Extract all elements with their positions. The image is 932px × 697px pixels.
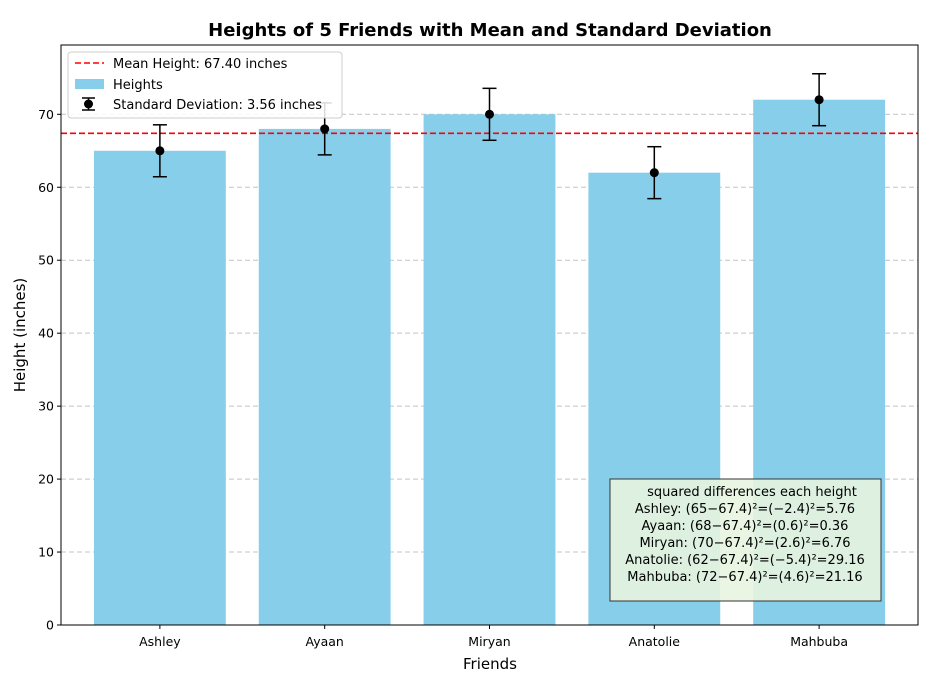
- y-axis-title: Height (inches): [11, 278, 29, 393]
- legend-std-label: Standard Deviation: 3.56 inches: [113, 98, 322, 113]
- mean-point: [155, 146, 165, 156]
- annotation-background: [609, 478, 882, 602]
- y-tick-label: 50: [38, 253, 54, 268]
- error-bar-mahbuba: [812, 72, 827, 127]
- bar-ashley: [93, 150, 226, 625]
- mean-point: [814, 95, 824, 105]
- bars: [93, 99, 886, 626]
- annotation-line: Anatolie: (62−67.4)²=(−5.4)²=29.16: [625, 553, 865, 568]
- mean-point: [485, 109, 494, 119]
- bar-ayaan: [258, 128, 391, 626]
- y-tick-label: 0: [46, 618, 54, 633]
- y-tick-label: 60: [38, 180, 54, 195]
- mean-point: [320, 124, 330, 134]
- y-tick-label: 20: [38, 472, 54, 487]
- y-tick-label: 40: [38, 326, 54, 341]
- chart-title: Heights of 5 Friends with Mean and Stand…: [208, 20, 772, 41]
- error-bars: [152, 72, 827, 200]
- annotation-line: Ashley: (65−67.4)²=(−2.4)²=5.76: [635, 502, 855, 517]
- y-tick-label: 10: [38, 545, 54, 560]
- annotation-line: Miryan: (70−67.4)²=(2.6)²=6.76: [639, 536, 850, 551]
- x-tick-label: Mahbuba: [790, 634, 848, 649]
- error-bar-miryan: [482, 87, 497, 142]
- legend-box: [67, 51, 343, 119]
- x-axis-title: Friends: [463, 655, 517, 673]
- error-bar-ashley: [152, 124, 167, 178]
- legend-heights-label: Heights: [113, 78, 163, 93]
- annotation-line: Ayaan: (68−67.4)²=(0.6)²=0.36: [642, 519, 849, 534]
- y-axis-ticks: 0 10 20 30 40 50 60 70: [38, 107, 61, 633]
- x-tick-label: Ayaan: [306, 634, 344, 649]
- annotation-line: Mahbuba: (72−67.4)²=(4.6)²=21.16: [627, 570, 862, 585]
- error-bar-anatolie: [647, 145, 662, 200]
- legend-heights-swatch: [75, 79, 104, 89]
- y-tick-label: 30: [38, 399, 54, 414]
- y-tick-label: 70: [38, 107, 54, 122]
- legend-mean-label: Mean Height: 67.40 inches: [113, 57, 288, 72]
- mean-point: [649, 168, 659, 178]
- legend-std-swatch: [82, 97, 95, 111]
- annotation-box: squared differences each height Ashley: …: [609, 478, 882, 602]
- x-axis-ticks: Ashley Ayaan Miryan Anatolie Mahbuba: [139, 625, 848, 649]
- x-tick-label: Miryan: [468, 634, 510, 649]
- legend: Mean Height: 67.40 inches Heights Standa…: [67, 51, 343, 119]
- annotation-line: squared differences each height: [647, 485, 857, 500]
- bar-miryan: [423, 114, 556, 626]
- x-tick-label: Ashley: [139, 634, 181, 649]
- x-tick-label: Anatolie: [629, 634, 681, 649]
